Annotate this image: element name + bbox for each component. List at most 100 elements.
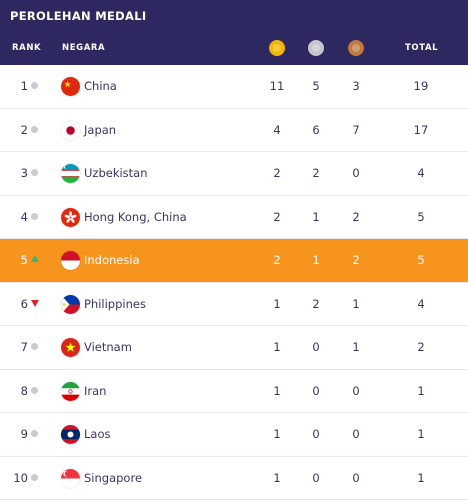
bronze-count: 7 — [352, 122, 360, 137]
gold-count: 4 — [273, 122, 281, 137]
table-row-highlighted[interactable]: 5 Indonesia 2 1 2 5 — [0, 239, 468, 283]
total-count: 19 — [413, 79, 429, 93]
total-count: 1 — [417, 470, 425, 485]
total-count: 17 — [413, 122, 429, 137]
rank-unchanged-icon — [31, 386, 38, 394]
vietnam-flag-icon — [61, 338, 80, 357]
total-count: 1 — [417, 383, 425, 398]
indonesia-flag-icon — [61, 251, 80, 270]
table-row[interactable]: 1 China 11 5 3 19 — [0, 65, 468, 109]
rank-value: 2 — [20, 122, 28, 137]
table-row[interactable]: 6 Philippines 1 2 1 4 — [0, 282, 468, 326]
bronze-count: 2 — [352, 253, 360, 267]
bronze-count: 3 — [352, 79, 360, 93]
country-name: Iran — [84, 383, 107, 398]
uzbekistan-flag-icon — [61, 164, 80, 183]
rank-value: 6 — [20, 296, 28, 311]
bronze-count: 2 — [352, 209, 360, 224]
rank-unchanged-icon — [31, 430, 38, 437]
total-count: 5 — [417, 253, 425, 267]
silver-count: 2 — [312, 296, 320, 311]
silver-count: 1 — [312, 253, 320, 267]
total-count: 2 — [417, 340, 425, 354]
bronze-count: 1 — [352, 296, 360, 311]
page-title: PEROLEHAN MEDALI — [10, 9, 147, 23]
bronze-count: 0 — [352, 383, 360, 398]
table-row[interactable]: 3 Uzbekistan 2 2 0 4 — [0, 152, 468, 196]
title-bar: PEROLEHAN MEDALI — [0, 0, 468, 32]
silver-count: 0 — [312, 383, 320, 398]
gold-count: 1 — [273, 470, 281, 485]
silver-count: 2 — [312, 166, 320, 180]
table-row[interactable]: 7 Vietnam 1 0 1 2 — [0, 326, 468, 370]
gold-count: 1 — [273, 383, 281, 398]
rank-value: 10 — [13, 470, 28, 485]
country-name: China — [84, 79, 117, 93]
country-column-header: NEGARA — [62, 43, 106, 53]
silver-count: 0 — [312, 470, 320, 485]
china-flag-icon — [61, 77, 80, 96]
total-count: 1 — [417, 427, 425, 441]
rank-unchanged-icon — [31, 169, 38, 176]
country-name: Laos — [84, 427, 111, 441]
laos-flag-icon — [61, 425, 80, 444]
country-name: Singapore — [84, 470, 143, 485]
gold-count: 2 — [273, 209, 281, 224]
iran-flag-icon — [61, 381, 80, 401]
medal-table: 1 China 11 5 3 19 2 Japan 4 6 7 17 3 Uzb… — [0, 65, 468, 500]
total-count: 5 — [417, 209, 425, 224]
hong-kong-flag-icon — [61, 207, 80, 227]
rank-value: 1 — [20, 79, 28, 93]
table-row[interactable]: 10 Singapore 1 0 0 1 — [0, 456, 468, 500]
rank-value: 7 — [20, 340, 28, 354]
silver-medal-icon — [308, 40, 324, 56]
rank-unchanged-icon — [31, 473, 38, 481]
gold-count: 1 — [273, 427, 281, 441]
gold-count: 1 — [273, 340, 281, 354]
table-row[interactable]: 2 Japan 4 6 7 17 — [0, 108, 468, 152]
silver-count: 0 — [312, 340, 320, 354]
singapore-flag-icon — [61, 468, 80, 488]
rank-down-arrow-icon — [31, 299, 39, 307]
country-name: Indonesia — [84, 253, 140, 267]
table-row[interactable]: 9 Laos 1 0 0 1 — [0, 413, 468, 457]
rank-column-header: RANK — [12, 43, 42, 53]
table-header: RANK NEGARA TOTAL — [0, 32, 468, 65]
gold-count: 1 — [273, 296, 281, 311]
gold-medal-icon — [269, 40, 285, 56]
rank-value: 4 — [20, 209, 28, 224]
rank-value: 8 — [20, 383, 28, 398]
table-row[interactable]: 8 Iran 1 0 0 1 — [0, 369, 468, 413]
rank-unchanged-icon — [31, 343, 38, 350]
silver-count: 0 — [312, 427, 320, 441]
country-name: Vietnam — [84, 340, 132, 354]
country-name: Hong Kong, China — [84, 209, 187, 224]
japan-flag-icon — [61, 120, 80, 140]
country-name: Philippines — [84, 296, 146, 311]
table-row[interactable]: 4 Hong Kong, China 2 1 2 5 — [0, 195, 468, 239]
gold-count: 2 — [273, 166, 281, 180]
total-count: 4 — [417, 166, 425, 180]
rank-unchanged-icon — [31, 125, 38, 133]
total-count: 4 — [417, 296, 425, 311]
bronze-count: 0 — [352, 166, 360, 180]
gold-count: 11 — [269, 79, 285, 93]
rank-value: 3 — [20, 166, 28, 180]
silver-count: 6 — [312, 122, 320, 137]
rank-value: 9 — [20, 427, 28, 441]
country-name: Uzbekistan — [84, 166, 148, 180]
philippines-flag-icon — [61, 294, 80, 314]
bronze-count: 1 — [352, 340, 360, 354]
silver-count: 1 — [312, 209, 320, 224]
total-column-header: TOTAL — [405, 43, 439, 53]
rank-unchanged-icon — [31, 212, 38, 220]
country-name: Japan — [84, 122, 117, 137]
gold-count: 2 — [273, 253, 281, 267]
bronze-count: 0 — [352, 470, 360, 485]
rank-unchanged-icon — [31, 82, 38, 89]
rank-up-arrow-icon — [31, 255, 39, 262]
silver-count: 5 — [312, 79, 320, 93]
bronze-medal-icon — [348, 40, 364, 56]
bronze-count: 0 — [352, 427, 360, 441]
rank-value: 5 — [20, 253, 28, 267]
